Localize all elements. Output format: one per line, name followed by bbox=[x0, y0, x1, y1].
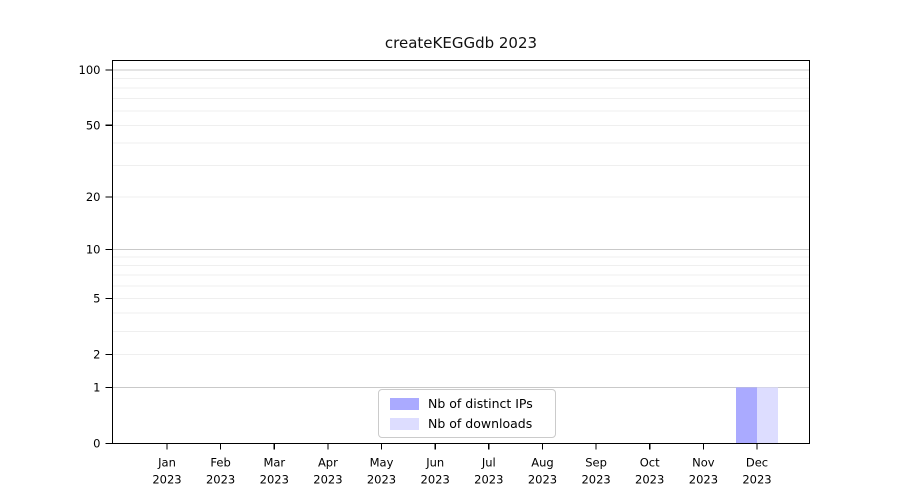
legend-swatch-distinct-ips bbox=[390, 397, 419, 410]
legend-swatch-downloads bbox=[390, 417, 419, 430]
x-tick-label-year: 2023 bbox=[742, 473, 771, 487]
y-tick-label: 2 bbox=[93, 348, 100, 362]
legend-item-downloads: Nb of downloads bbox=[387, 416, 547, 431]
y-tick-label: 100 bbox=[79, 63, 101, 77]
x-tick-label-month: Apr bbox=[318, 456, 338, 470]
x-tick-label-year: 2023 bbox=[689, 473, 718, 487]
x-tick-label-year: 2023 bbox=[152, 473, 181, 487]
x-tick-label-year: 2023 bbox=[635, 473, 664, 487]
x-tick-label-month: Oct bbox=[640, 456, 660, 470]
x-tick-label-month: Dec bbox=[746, 456, 768, 470]
x-tick-label-year: 2023 bbox=[367, 473, 396, 487]
x-tick-label-month: Nov bbox=[692, 456, 715, 470]
x-tick-label-month: Feb bbox=[210, 456, 230, 470]
x-tick-label-month: Mar bbox=[263, 456, 285, 470]
x-tick-label-year: 2023 bbox=[313, 473, 342, 487]
x-tick-label-year: 2023 bbox=[260, 473, 289, 487]
x-tick-label-month: Aug bbox=[531, 456, 553, 470]
x-tick-label-month: Jun bbox=[425, 456, 444, 470]
legend-label-distinct-ips: Nb of distinct IPs bbox=[428, 396, 533, 411]
y-tick-label: 20 bbox=[86, 190, 101, 204]
bar-nb-of-distinct-ips-dec-2023 bbox=[736, 387, 757, 444]
y-tick-label: 0 bbox=[93, 437, 100, 451]
plot-border bbox=[111, 59, 811, 445]
x-tick-label-month: Sep bbox=[585, 456, 607, 470]
x-tick-label-year: 2023 bbox=[528, 473, 557, 487]
x-tick-label-year: 2023 bbox=[206, 473, 235, 487]
x-tick-label-month: May bbox=[370, 456, 394, 470]
legend-item-distinct-ips: Nb of distinct IPs bbox=[387, 396, 547, 411]
y-tick-label: 5 bbox=[93, 292, 100, 306]
y-tick-label: 1 bbox=[93, 380, 100, 394]
chart-title: createKEGGdb 2023 bbox=[384, 34, 538, 52]
x-tick-label-month: Jul bbox=[481, 456, 496, 470]
x-tick-label-month: Jan bbox=[157, 456, 176, 470]
x-tick-label-year: 2023 bbox=[581, 473, 610, 487]
legend: Nb of distinct IPs Nb of downloads bbox=[378, 389, 556, 438]
y-tick-label: 10 bbox=[86, 242, 101, 256]
x-tick-label-year: 2023 bbox=[421, 473, 450, 487]
bar-nb-of-downloads-dec-2023 bbox=[757, 387, 778, 444]
legend-label-downloads: Nb of downloads bbox=[428, 416, 533, 431]
y-tick-label: 50 bbox=[86, 118, 101, 132]
x-tick-label-year: 2023 bbox=[474, 473, 503, 487]
